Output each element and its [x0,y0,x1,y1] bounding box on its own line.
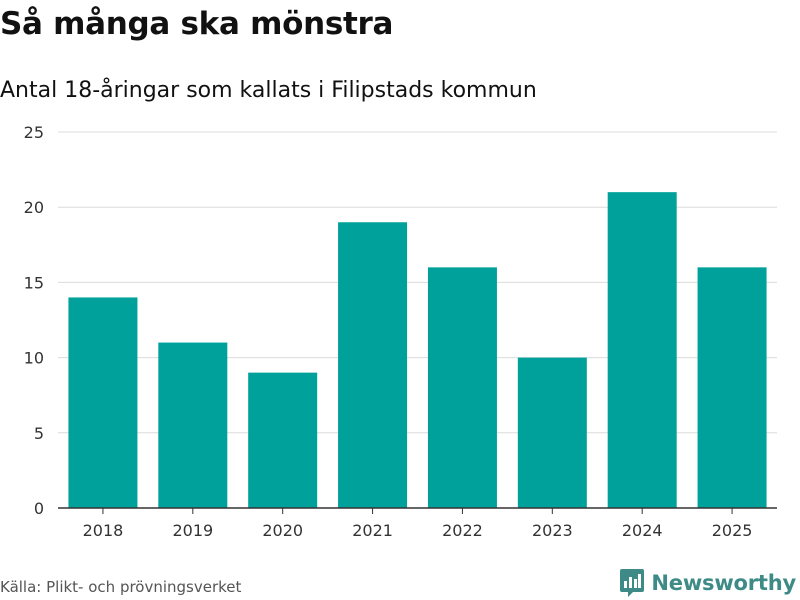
x-tick-label: 2018 [83,521,124,540]
y-tick-label: 25 [24,123,44,142]
x-tick-label: 2023 [532,521,573,540]
brand-name: Newsworthy [651,571,796,595]
y-tick-label: 10 [24,349,44,368]
bar-2021 [338,222,408,509]
y-tick-label: 20 [24,198,44,217]
bar-2024 [607,192,677,508]
bar-2023 [517,357,587,508]
bar-2018 [68,297,138,508]
bar-2022 [427,267,497,508]
x-tick-label: 2020 [262,521,303,540]
bar-2019 [158,342,228,508]
newsworthy-logo-icon [620,569,645,597]
chart-title: Så många ska mönstra [0,6,394,42]
y-tick-label: 5 [34,424,44,443]
brand-logo: Newsworthy [619,568,796,598]
x-tick-label: 2024 [622,521,663,540]
x-tick-label: 2021 [352,521,393,540]
bar-2025 [697,267,767,508]
y-tick-label: 15 [24,273,44,292]
y-tick-label: 0 [34,499,44,518]
x-tick-label: 2019 [172,521,213,540]
chart-subtitle: Antal 18-åringar som kallats i Filipstad… [0,78,537,103]
x-tick-label: 2022 [442,521,483,540]
source-note: Källa: Plikt- och prövningsverket [0,578,242,596]
x-tick-label: 2025 [712,521,753,540]
bar-2020 [248,372,318,508]
